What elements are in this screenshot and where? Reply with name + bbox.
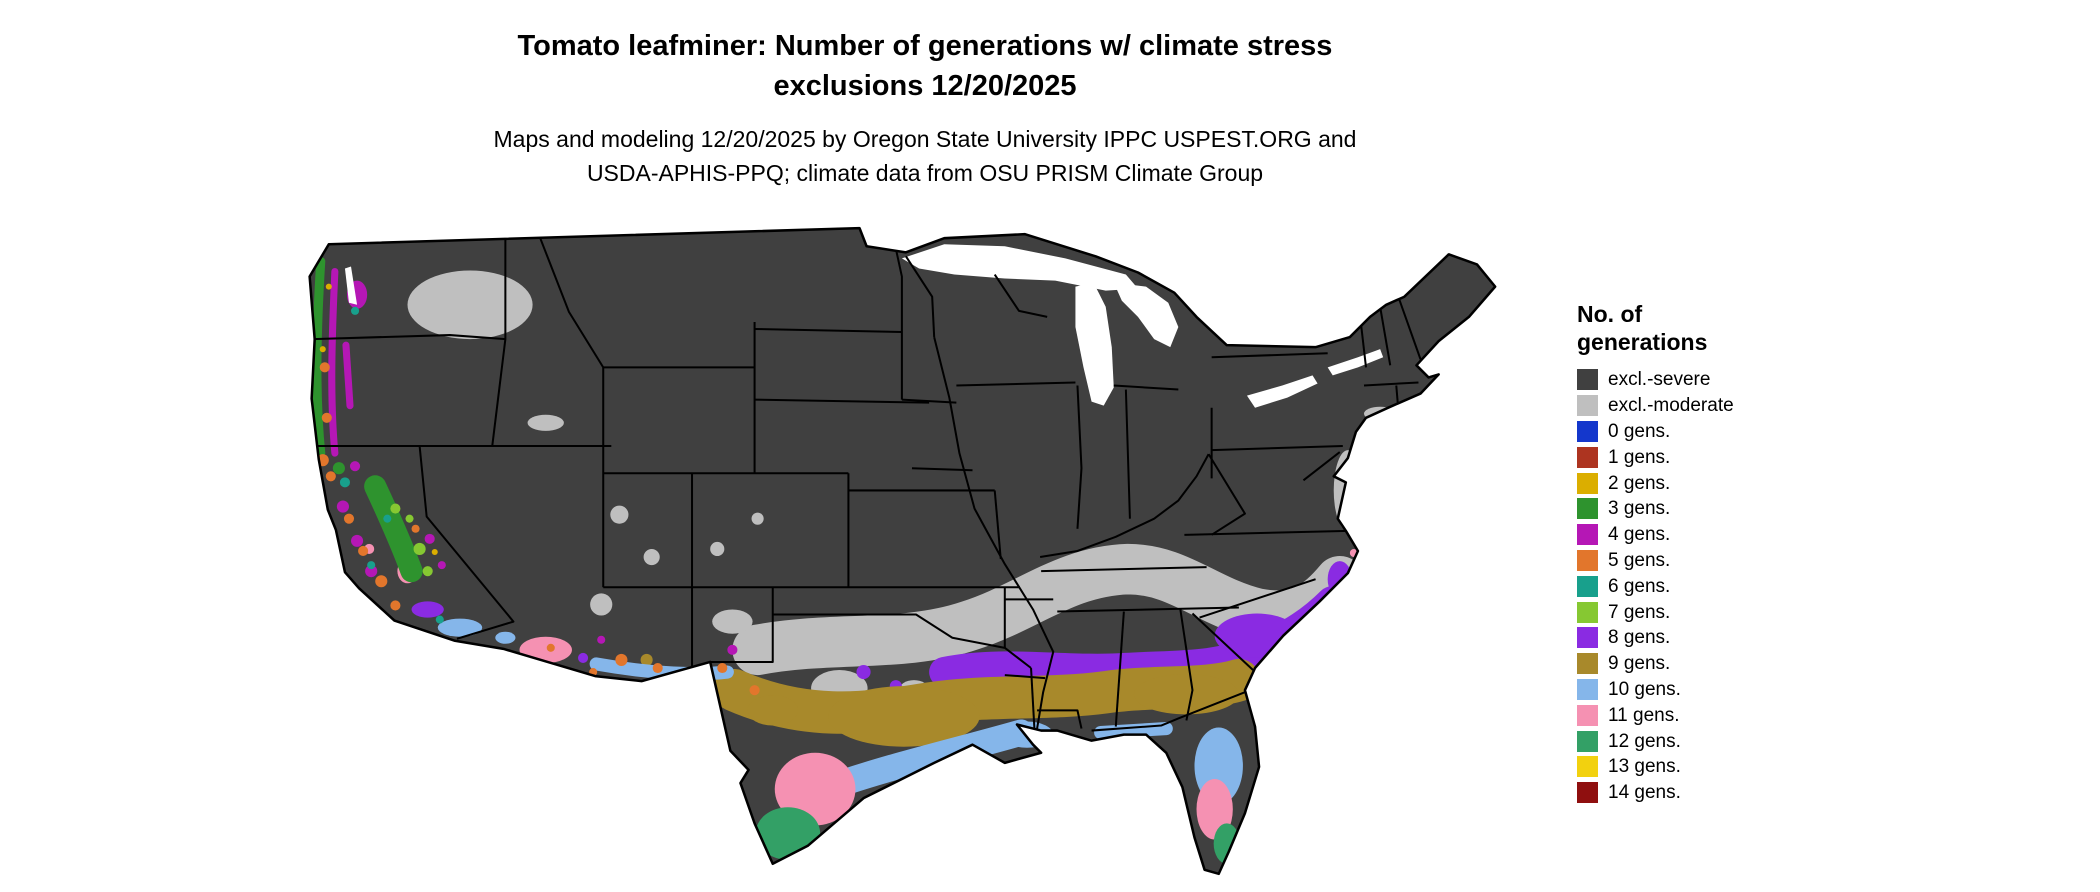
zone-3-gens-pnw-coast [312, 256, 326, 458]
legend-panel: No. of generations excl.-severe excl.-mod… [1577, 300, 1857, 806]
lake-superior [901, 244, 1138, 291]
legend-title-line1: No. of [1577, 301, 1643, 327]
legend-label: 9 gens. [1608, 653, 1671, 675]
zone-6-gens-patches [339, 306, 444, 624]
legend-swatch [1577, 369, 1598, 391]
legend-item-13: 11 gens. [1577, 702, 1857, 728]
legend-swatch [1577, 549, 1598, 571]
legend-title-line2: generations [1577, 329, 1708, 355]
legend-swatch [1577, 395, 1598, 417]
legend-item-16: 14 gens. [1577, 780, 1857, 806]
legend-item-9: 7 gens. [1577, 599, 1857, 625]
legend-item-10: 8 gens. [1577, 625, 1857, 651]
map-subtitle: Maps and modeling 12/20/2025 by Oregon S… [0, 122, 1850, 190]
legend-swatch [1577, 782, 1598, 804]
legend-swatch [1577, 420, 1598, 442]
legend-swatch [1577, 653, 1598, 675]
legend-swatch [1577, 601, 1598, 623]
zone-7-gens-patches [390, 503, 433, 577]
legend-swatch [1577, 730, 1598, 752]
legend-item-15: 13 gens. [1577, 754, 1857, 780]
legend-label: 10 gens. [1608, 678, 1681, 700]
legend-item-3: 1 gens. [1577, 444, 1857, 470]
legend-label: 2 gens. [1608, 472, 1671, 494]
legend-swatch [1577, 575, 1598, 597]
lake-michigan [1075, 282, 1114, 406]
legend-item-5: 3 gens. [1577, 496, 1857, 522]
zone-excl-moderate-band [732, 543, 1366, 676]
legend-label: excl.-severe [1608, 369, 1711, 391]
us-generations-map [308, 226, 1497, 876]
legend-title: No. of generations [1577, 300, 1857, 356]
legend-swatch [1577, 678, 1598, 700]
legend-item-8: 6 gens. [1577, 573, 1857, 599]
puget-sound [344, 266, 358, 305]
legend-swatch [1577, 498, 1598, 520]
great-lakes [344, 244, 1384, 408]
legend-label: 7 gens. [1608, 601, 1671, 623]
legend-item-2: 0 gens. [1577, 419, 1857, 445]
legend-item-7: 5 gens. [1577, 548, 1857, 574]
legend-label: 0 gens. [1608, 420, 1671, 442]
legend-item-6: 4 gens. [1577, 522, 1857, 548]
legend-swatch [1577, 472, 1598, 494]
legend-label: excl.-moderate [1608, 395, 1734, 417]
zone-4-gens-patches [336, 280, 738, 655]
zone-13-gens-patches [1221, 867, 1255, 874]
legend-label: 12 gens. [1608, 730, 1681, 752]
legend-swatch [1577, 446, 1598, 468]
legend-swatch [1577, 627, 1598, 649]
legend-label: 11 gens. [1608, 704, 1680, 726]
legend-label: 4 gens. [1608, 524, 1671, 546]
map-title-line2: exclusions 12/20/2025 [773, 70, 1077, 102]
legend-swatch [1577, 704, 1598, 726]
zone-2-gens-patches [319, 283, 438, 556]
map-subtitle-line1: Maps and modeling 12/20/2025 by Oregon S… [493, 126, 1357, 152]
legend-label: 5 gens. [1608, 549, 1671, 571]
legend-item-0: excl.-severe [1577, 367, 1857, 393]
lake-ontario [1327, 349, 1384, 376]
legend-label: 1 gens. [1608, 446, 1671, 468]
zone-10-gens-texas-coast [835, 719, 1035, 795]
legend-label: 3 gens. [1608, 498, 1671, 520]
legend-label: 8 gens. [1608, 627, 1671, 649]
lake-erie [1246, 375, 1318, 408]
legend-item-1: excl.-moderate [1577, 393, 1857, 419]
legend-item-14: 12 gens. [1577, 728, 1857, 754]
zone-10-gens-strips [589, 657, 1173, 740]
map-subtitle-line2: USDA-APHIS-PPQ; climate data from OSU PR… [586, 160, 1264, 186]
zone-4-gens-strips [328, 267, 354, 457]
legend-swatch [1577, 756, 1598, 778]
map-title: Tomato leafminer: Number of generations … [0, 26, 1850, 106]
legend-label: 14 gens. [1608, 782, 1681, 804]
zone-3-gens-central-valley [364, 475, 423, 583]
legend-item-4: 2 gens. [1577, 470, 1857, 496]
legend-items: excl.-severe excl.-moderate 0 gens. 1 gens.… [1577, 367, 1857, 806]
legend-item-11: 9 gens. [1577, 651, 1857, 677]
map-title-line1: Tomato leafminer: Number of generations … [517, 30, 1333, 62]
legend-item-12: 10 gens. [1577, 677, 1857, 703]
legend-swatch [1577, 524, 1598, 546]
lake-huron [1113, 282, 1179, 348]
legend-label: 6 gens. [1608, 575, 1671, 597]
zone-11-gens-patches [364, 543, 1358, 840]
legend-label: 13 gens. [1608, 756, 1681, 778]
